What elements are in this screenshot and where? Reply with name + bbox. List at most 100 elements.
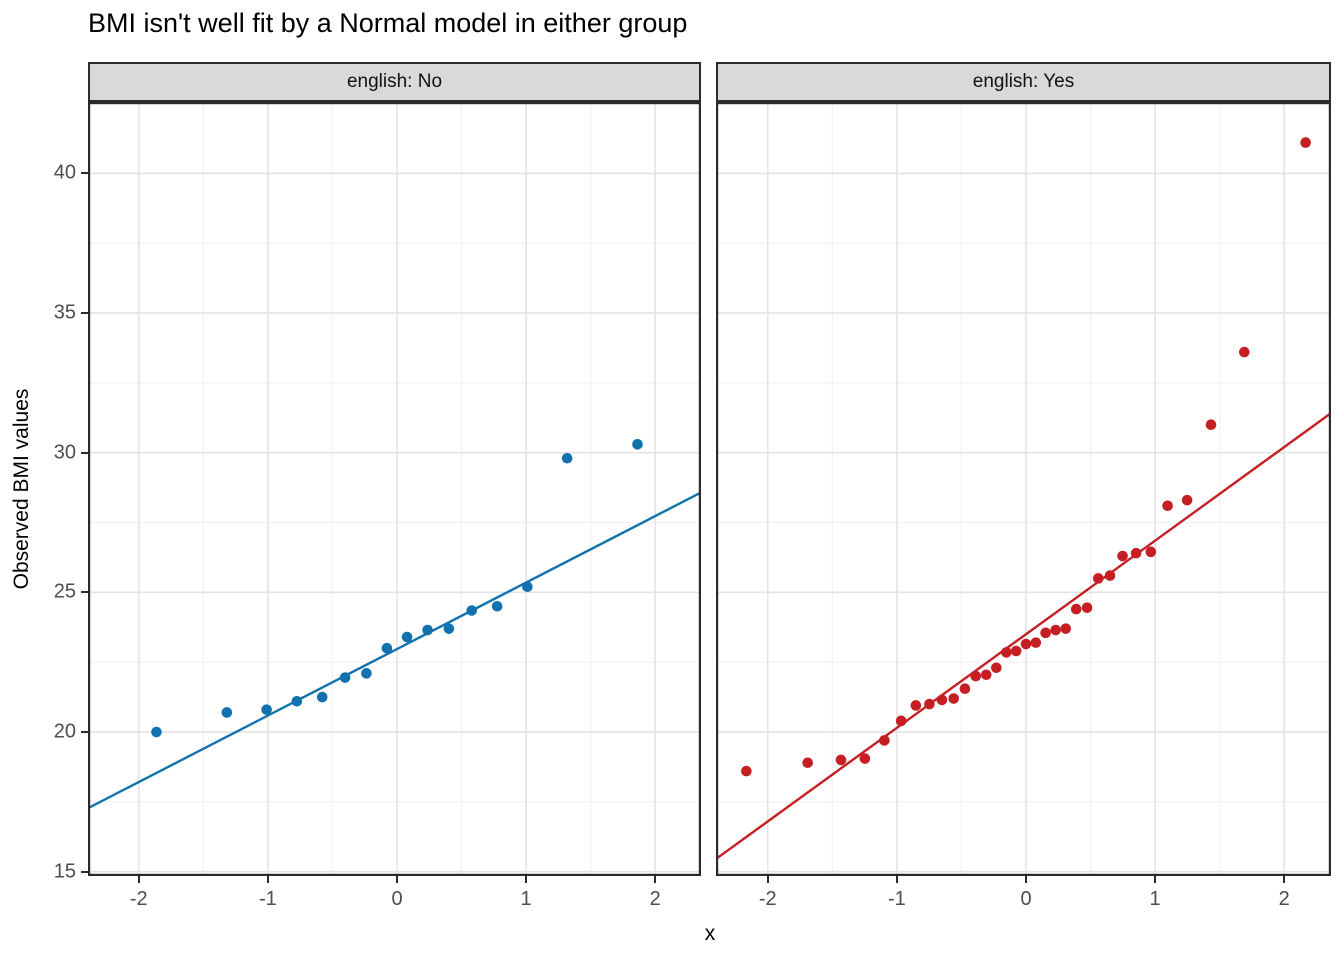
- x-tick-mark: [396, 876, 398, 883]
- data-point: [316, 691, 328, 703]
- data-point: [1040, 627, 1051, 639]
- y-tick-mark: [81, 731, 88, 733]
- data-point: [361, 668, 372, 679]
- panel-svg: [716, 102, 1331, 876]
- data-point: [381, 642, 393, 654]
- data-point: [1092, 573, 1104, 584]
- x-tick-mark: [266, 876, 269, 883]
- data-point: [910, 700, 922, 711]
- x-tick-label: 0: [1020, 888, 1032, 910]
- x-tick-mark: [1154, 876, 1157, 883]
- facet-strip-english-no: english: No: [88, 62, 701, 102]
- x-tick-label: -2: [758, 888, 777, 910]
- facet-panel-english-yes: [716, 102, 1331, 876]
- facet-strip-label: english: No: [346, 71, 443, 92]
- data-point: [980, 669, 992, 681]
- data-points: [741, 137, 1311, 777]
- panel-background: [88, 102, 701, 876]
- y-axis-title: Observed BMI values: [10, 388, 33, 590]
- data-point: [924, 698, 935, 710]
- data-point: [221, 707, 233, 718]
- minor-gridlines: [716, 102, 1331, 876]
- x-tick-label: 2: [649, 888, 661, 910]
- data-point: [741, 765, 752, 777]
- y-tick-mark: [81, 870, 88, 873]
- data-point: [991, 662, 1002, 674]
- data-point: [895, 715, 907, 727]
- data-point: [859, 753, 871, 764]
- data-point: [491, 601, 503, 612]
- data-point: [948, 693, 960, 704]
- data-point: [1010, 645, 1022, 657]
- x-tick-mark: [525, 876, 528, 883]
- qq-line: [716, 412, 1331, 860]
- data-point: [466, 605, 478, 616]
- y-tick-label: 40: [53, 161, 76, 184]
- x-tick-label: 1: [520, 888, 532, 910]
- x-tick-mark: [1283, 876, 1286, 883]
- data-point: [1030, 637, 1042, 648]
- x-tick-mark: [654, 876, 657, 883]
- data-point: [261, 704, 272, 715]
- data-point: [835, 754, 847, 766]
- data-point: [1239, 346, 1250, 358]
- data-point: [936, 694, 948, 706]
- x-tick-label: 1: [1149, 888, 1161, 910]
- data-point: [443, 623, 455, 634]
- x-tick-label: 0: [391, 888, 403, 910]
- panel-border: [716, 102, 1331, 876]
- plot-title: BMI isn't well fit by a Normal model in …: [88, 8, 688, 38]
- data-point: [151, 726, 162, 738]
- x-tick-mark: [1025, 876, 1027, 883]
- x-tick-label: -1: [258, 888, 277, 910]
- data-point: [561, 452, 573, 464]
- data-point: [1001, 647, 1012, 658]
- data-point: [1205, 419, 1217, 431]
- data-point: [1117, 550, 1128, 562]
- facet-strip-label: english: Yes: [972, 71, 1075, 92]
- data-point: [959, 683, 971, 695]
- data-point: [802, 757, 813, 769]
- y-tick-mark: [81, 172, 88, 175]
- x-tick-mark: [766, 876, 769, 883]
- y-tick-mark: [81, 451, 88, 454]
- data-point: [1145, 546, 1157, 558]
- qq-line: [88, 491, 701, 810]
- y-tick-mark: [81, 591, 88, 594]
- data-point: [1162, 500, 1173, 512]
- data-point: [1020, 638, 1032, 650]
- data-point: [1300, 137, 1311, 148]
- x-tick-mark: [137, 876, 140, 883]
- x-tick-label: -1: [887, 888, 906, 910]
- data-point: [1130, 547, 1142, 559]
- data-point: [291, 695, 303, 707]
- x-tick-label: -2: [129, 888, 148, 910]
- y-tick-label: 20: [53, 720, 76, 743]
- data-point: [879, 735, 890, 746]
- data-point: [422, 624, 433, 636]
- data-point: [1181, 494, 1193, 506]
- major-gridlines: [88, 102, 701, 876]
- data-point: [1050, 624, 1061, 636]
- facet-panel-english-no: [88, 102, 701, 876]
- data-point: [1104, 570, 1116, 581]
- y-tick-mark: [81, 312, 88, 314]
- data-point: [339, 672, 351, 683]
- data-point: [1060, 623, 1072, 634]
- y-tick-label: 30: [53, 441, 76, 464]
- major-gridlines: [716, 102, 1331, 876]
- data-point: [970, 670, 982, 682]
- x-tick-label: 2: [1278, 888, 1290, 910]
- data-point: [632, 438, 643, 450]
- y-tick-label: 35: [53, 301, 76, 324]
- data-point: [1081, 602, 1093, 614]
- x-tick-mark: [895, 876, 898, 883]
- panel-background: [716, 102, 1331, 876]
- panel-border: [88, 102, 701, 876]
- data-point: [522, 581, 533, 593]
- y-tick-label: 25: [53, 580, 76, 603]
- data-points: [151, 438, 643, 738]
- panel-svg: [88, 102, 701, 876]
- x-axis-title: x: [704, 922, 716, 945]
